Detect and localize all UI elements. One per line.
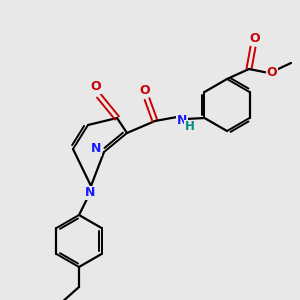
- Text: O: O: [91, 80, 101, 94]
- Text: N: N: [177, 115, 187, 128]
- Text: O: O: [267, 65, 277, 79]
- Text: H: H: [185, 121, 195, 134]
- Text: O: O: [140, 83, 150, 97]
- Text: N: N: [91, 142, 101, 155]
- Text: N: N: [85, 187, 95, 200]
- Text: O: O: [250, 32, 260, 44]
